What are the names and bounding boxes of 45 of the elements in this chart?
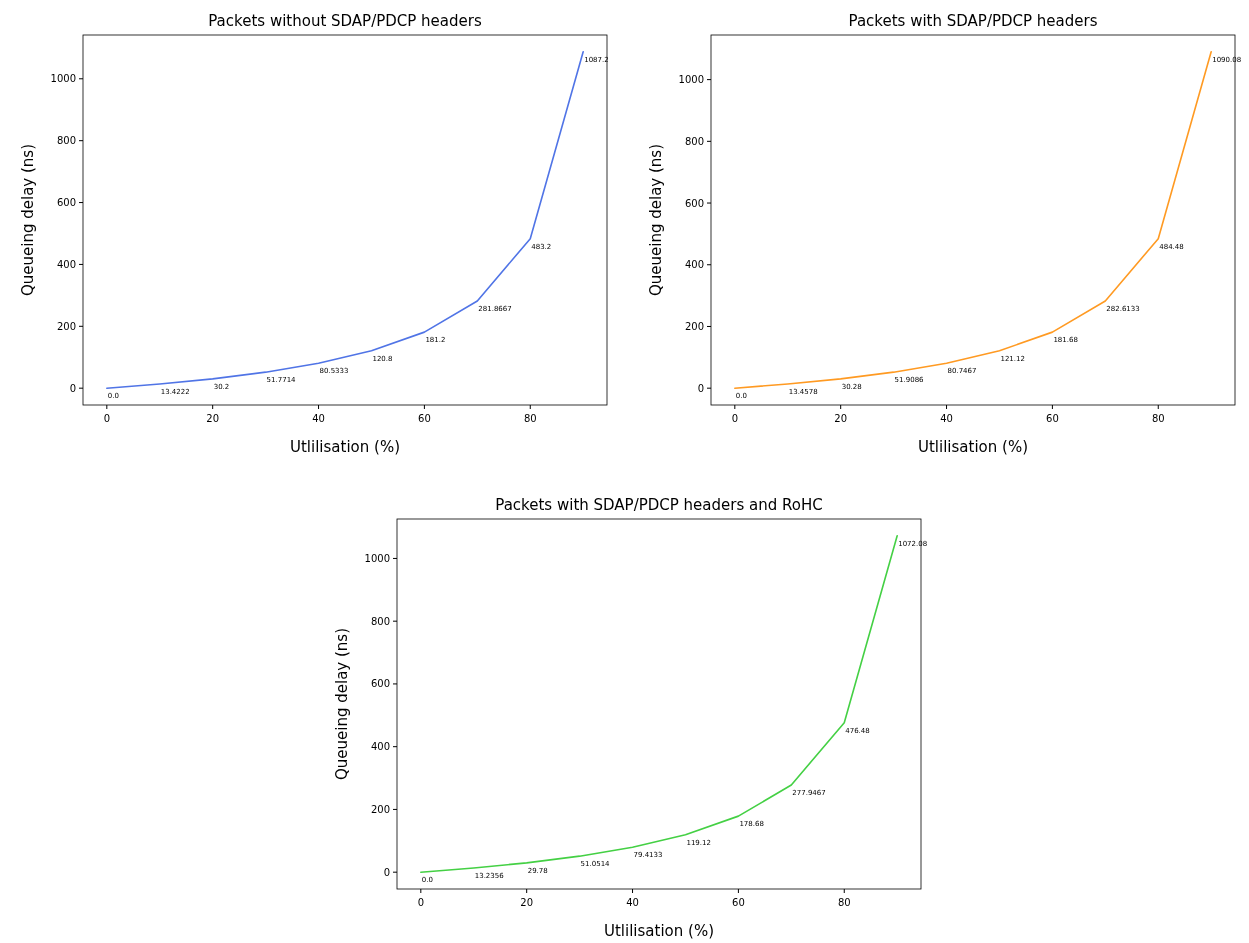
y-tick-label: 800 [684, 135, 704, 147]
y-tick-label: 1000 [678, 74, 704, 86]
x-tick-label: 20 [520, 897, 534, 908]
y-tick-label: 400 [370, 741, 390, 753]
line-series [420, 535, 898, 873]
y-tick-label: 1000 [50, 73, 76, 85]
line-series [106, 51, 584, 389]
line-series [734, 51, 1212, 389]
y-axis-title: Queueing delay (ns) [647, 143, 665, 297]
x-tick-label: 60 [732, 897, 745, 908]
y-tick-label: 200 [56, 320, 76, 332]
x-tick-label: 20 [206, 413, 220, 424]
x-axis-title: Utlilisation (%) [604, 922, 714, 940]
chart-title: Packets with SDAP/PDCP headers [848, 12, 1098, 30]
y-tick-label: 0 [383, 866, 390, 878]
y-tick-label: 0 [697, 382, 704, 394]
x-tick-label: 80 [1151, 413, 1165, 424]
x-tick-label: 40 [626, 897, 639, 908]
x-tick-label: 40 [940, 413, 953, 424]
y-tick-label: 400 [56, 258, 76, 270]
x-tick-label: 60 [418, 413, 431, 424]
x-tick-label: 80 [523, 413, 537, 424]
y-tick-label: 1000 [364, 552, 390, 564]
chart-title: Packets with SDAP/PDCP headers and RoHC [495, 496, 823, 514]
y-axis-title: Queueing delay (ns) [19, 143, 37, 297]
x-tick-label: 0 [103, 413, 111, 424]
x-tick-label: 0 [417, 897, 425, 908]
y-tick-label: 600 [684, 197, 704, 209]
x-tick-label: 80 [837, 897, 851, 908]
x-tick-label: 20 [834, 413, 848, 424]
y-tick-label: 200 [684, 320, 704, 332]
x-tick-label: 0 [731, 413, 739, 424]
chart-title: Packets without SDAP/PDCP headers [208, 12, 482, 30]
y-tick-label: 600 [370, 678, 390, 690]
x-tick-label: 60 [1046, 413, 1059, 424]
y-tick-label: 800 [370, 615, 390, 627]
y-tick-label: 200 [370, 803, 390, 815]
x-tick-label: 40 [312, 413, 325, 424]
y-axis-title: Queueing delay (ns) [333, 627, 351, 781]
y-tick-label: 600 [56, 197, 76, 209]
y-tick-label: 0 [69, 382, 76, 394]
x-axis-title: Utlilisation (%) [290, 438, 400, 456]
x-axis-title: Utlilisation (%) [918, 438, 1028, 456]
y-tick-label: 800 [56, 135, 76, 147]
y-tick-label: 400 [684, 259, 704, 271]
